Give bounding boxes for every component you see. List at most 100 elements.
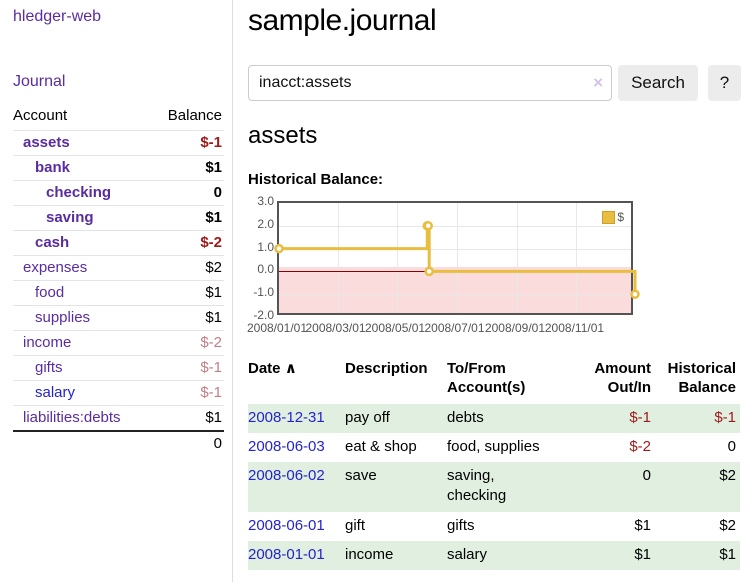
accounts-total-value: 0 xyxy=(152,430,224,456)
register-header-balance: Historical Balance xyxy=(667,360,736,396)
register-header-description: Description xyxy=(345,360,428,377)
transaction-amount: $-1 xyxy=(585,403,655,433)
account-row: gifts $-1 xyxy=(13,355,224,381)
transaction-accounts: food, supplies xyxy=(447,437,540,455)
gridline-vertical xyxy=(576,203,578,313)
transaction-description: pay off xyxy=(345,403,447,433)
transaction-row: 2008-12-31 pay off debts $-1 $-1 xyxy=(248,403,740,433)
account-balance: $1 xyxy=(152,305,224,331)
y-axis-tick-label: -1.0 xyxy=(253,285,274,300)
chart-plot-area: $ xyxy=(274,201,640,315)
account-heading: assets xyxy=(248,122,318,149)
transaction-date-link[interactable]: 2008-01-01 xyxy=(248,545,325,563)
account-row: expenses $2 xyxy=(13,255,224,281)
account-link-cash[interactable]: cash xyxy=(35,234,70,251)
clear-search-icon[interactable]: × xyxy=(593,73,603,92)
transaction-date-link[interactable]: 2008-06-01 xyxy=(248,516,325,534)
account-balance: $-2 xyxy=(152,330,224,356)
account-link-saving[interactable]: saving xyxy=(46,209,94,226)
register-header-date[interactable]: Date ∧ xyxy=(248,360,297,377)
register-header-row: Date ∧ Description To/From Account(s) Am… xyxy=(248,358,740,404)
balance-chart: $ 3.0 2.0 1.0 0.0 -1.0 -2.0 2008/01/01 2008/03/… xyxy=(246,194,741,336)
account-link-salary[interactable]: salary xyxy=(35,384,76,401)
transaction-row: 2008-06-02 save saving, checking 0 $2 xyxy=(248,462,740,512)
help-button[interactable]: ? xyxy=(708,65,741,101)
page-title: sample.journal xyxy=(248,4,437,37)
account-row: food $1 xyxy=(13,280,224,306)
transaction-description: eat & shop xyxy=(345,437,417,455)
app-title-link[interactable]: hledger-web xyxy=(13,8,102,25)
account-row: salary $-1 xyxy=(13,380,224,406)
data-point-marker xyxy=(423,221,433,231)
transaction-date-link[interactable]: 2008-06-03 xyxy=(248,437,325,455)
register-table-body: 2008-12-31 pay off debts $-1 $-1 2008-06-03 ea… xyxy=(248,403,740,570)
gridline-vertical xyxy=(337,203,339,313)
transaction-amount: $1 xyxy=(634,516,651,534)
account-balance: $-1 xyxy=(152,380,224,406)
x-axis-tick-label: 2008/11/01 xyxy=(544,321,605,335)
gridline-horizontal xyxy=(279,248,631,250)
x-axis-tick-label: 2008/07/01 xyxy=(424,321,485,335)
y-axis-tick-label: -2.0 xyxy=(253,308,274,322)
account-balance: $2 xyxy=(152,255,224,281)
transaction-accounts: gifts xyxy=(447,516,475,534)
transaction-balance: $2 xyxy=(655,462,740,512)
account-link-checking[interactable]: checking xyxy=(46,184,112,201)
y-axis-tick-label: 2.0 xyxy=(257,216,274,231)
gridline-horizontal xyxy=(279,225,631,227)
account-balance: $1 xyxy=(152,405,224,431)
account-row: cash $-2 xyxy=(13,230,224,256)
transaction-accounts: salary xyxy=(447,540,585,570)
account-row: supplies $1 xyxy=(13,305,224,331)
sidebar-item-journal[interactable]: Journal xyxy=(13,73,66,90)
account-balance: $-1 xyxy=(152,355,224,381)
transaction-amount: 0 xyxy=(585,462,655,512)
data-point-marker xyxy=(274,243,284,254)
account-link-gifts[interactable]: gifts xyxy=(35,359,63,376)
transaction-balance: 0 xyxy=(727,437,736,455)
main-content: sample.journal × Search ? assets Histori… xyxy=(233,0,742,582)
account-row: bank $1 xyxy=(13,155,224,181)
data-point-marker xyxy=(630,289,640,299)
accounts-table: Account Balance assets $-1 bank $1 checking 0… xyxy=(13,103,224,456)
account-link-income[interactable]: income xyxy=(23,334,72,351)
transaction-date-link[interactable]: 2008-06-02 xyxy=(248,467,325,484)
account-link-expenses[interactable]: expenses xyxy=(23,259,88,276)
account-link-assets[interactable]: assets xyxy=(23,134,70,151)
y-axis-tick-label: 3.0 xyxy=(257,194,274,208)
account-row: saving $1 xyxy=(13,205,224,231)
register-table: Date ∧ Description To/From Account(s) Am… xyxy=(248,358,740,570)
search-input[interactable] xyxy=(248,65,612,101)
gridline-vertical xyxy=(456,203,458,313)
account-balance: $1 xyxy=(152,280,224,306)
account-balance: $-2 xyxy=(152,230,224,256)
data-point-marker xyxy=(424,266,434,277)
transaction-date-link[interactable]: 2008-12-31 xyxy=(248,408,325,426)
y-axis-tick-label: 0.0 xyxy=(257,262,274,277)
account-link-supplies[interactable]: supplies xyxy=(35,309,91,326)
accounts-header-row: Account Balance xyxy=(13,103,224,131)
transaction-balance: $1 xyxy=(655,540,740,570)
transaction-row: 2008-06-03 eat & shop food, supplies $-2 0 xyxy=(248,433,740,462)
accounts-header-balance: Balance xyxy=(167,107,222,124)
gridline-horizontal xyxy=(279,294,631,296)
legend-swatch-icon xyxy=(602,210,616,224)
account-link-bank[interactable]: bank xyxy=(35,159,71,176)
account-link-food[interactable]: food xyxy=(35,284,65,301)
account-balance: $1 xyxy=(152,205,224,231)
account-balance: 0 xyxy=(152,180,224,206)
account-row: income $-2 xyxy=(13,330,224,356)
accounts-table-body: assets $-1 bank $1 checking 0 saving $1 cash $-2 e… xyxy=(13,130,224,456)
transaction-description: save xyxy=(345,462,447,512)
transaction-description: income xyxy=(345,540,447,570)
account-link-liabilities-debts[interactable]: liabilities:debts xyxy=(23,409,121,426)
chart-legend: $ xyxy=(600,209,626,225)
sidebar: hledger-web Journal Account Balance asse… xyxy=(0,0,233,582)
transaction-accounts: saving, checking xyxy=(447,462,585,512)
search-button[interactable]: Search xyxy=(618,65,698,101)
register-header-amount: Amount Out/In xyxy=(594,360,651,396)
accounts-header-account: Account xyxy=(13,107,68,124)
transaction-row: 2008-01-01 income salary $1 $1 xyxy=(248,540,740,570)
x-axis-tick-label: 2008/01/01 xyxy=(246,321,308,335)
